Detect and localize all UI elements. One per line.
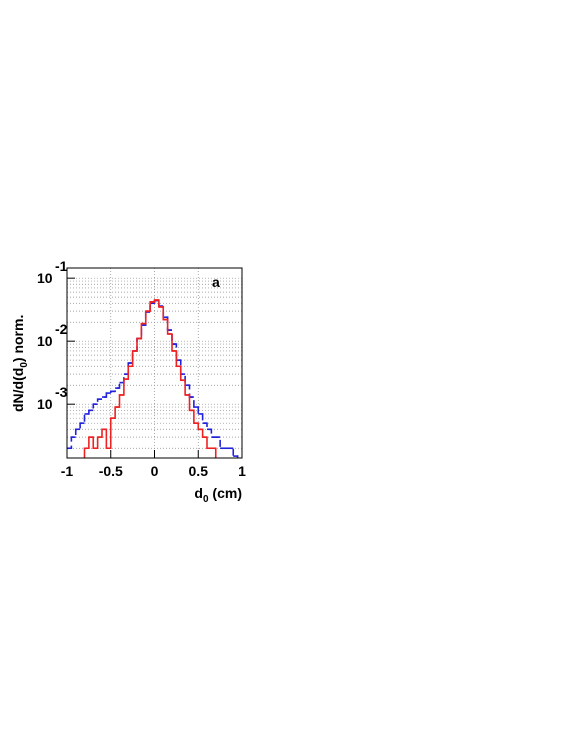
y-label-part: ) norm. (10, 315, 26, 362)
x-label-part: (cm) (209, 485, 242, 501)
x-tick-label: -1 (61, 463, 74, 479)
x-tick-label: 0.5 (189, 463, 209, 479)
x-tick-label: 0 (151, 463, 159, 479)
plot-area (67, 299, 239, 458)
x-label-part: d (194, 485, 203, 501)
x-label-sub: 0 (203, 494, 209, 505)
y-label-sub: 0 (19, 362, 30, 368)
y-tick-label: 10 (37, 333, 53, 349)
x-tick-label: 1 (238, 463, 246, 479)
y-axis-label: dN/d(d0) norm. (10, 315, 30, 412)
y-tick-exponent: -1 (55, 258, 68, 274)
grid (66, 268, 243, 458)
x-tick-label: -0.5 (99, 463, 123, 479)
histogram-outline (67, 299, 239, 458)
y-tick-label: 10 (37, 396, 53, 412)
annotation: a (212, 274, 220, 290)
y-tick-exponent: -3 (55, 384, 68, 400)
y-label-part: dN/d(d (10, 368, 26, 412)
x-axis-label: d0 (cm) (194, 485, 242, 505)
y-tick-exponent: -2 (55, 321, 68, 337)
y-tick-label: 10 (37, 270, 53, 286)
